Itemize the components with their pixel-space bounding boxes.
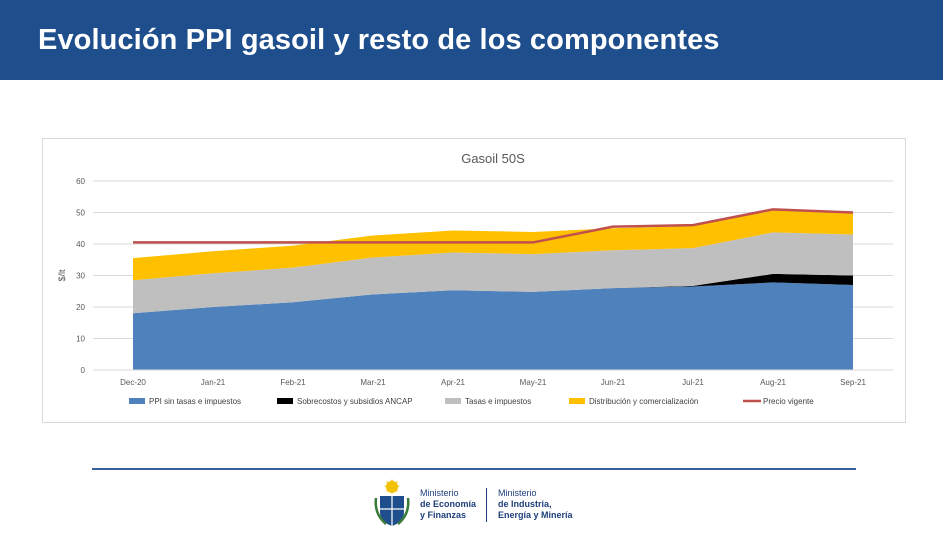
footer-separator bbox=[486, 488, 487, 522]
area-series bbox=[133, 232, 853, 314]
y-tick-label: 40 bbox=[76, 240, 85, 249]
legend-label: PPI sin tasas e impuestos bbox=[149, 397, 241, 406]
y-tick-label: 60 bbox=[76, 177, 85, 186]
area-series bbox=[133, 209, 853, 281]
legend-swatch bbox=[569, 398, 585, 404]
ministry-industria-label: Ministerio de Industria, Energía y Miner… bbox=[498, 488, 573, 520]
legend-label: Precio vigente bbox=[763, 397, 814, 406]
legend-label: Tasas e impuestos bbox=[465, 397, 531, 406]
legend-swatch bbox=[129, 398, 145, 404]
line-series bbox=[133, 208, 854, 244]
y-tick-label: 0 bbox=[81, 366, 86, 375]
area-series bbox=[133, 282, 853, 370]
legend-label: Sobrecostos y subsidios ANCAP bbox=[297, 397, 413, 406]
y-axis-label: $/lt bbox=[57, 269, 67, 282]
x-tick-label: May-21 bbox=[520, 378, 547, 387]
y-tick-label: 10 bbox=[76, 335, 85, 344]
ministry-economia-label: Ministerio de Economía y Finanzas bbox=[420, 488, 477, 520]
x-tick-label: Jan-21 bbox=[201, 378, 226, 387]
area-series bbox=[133, 273, 853, 314]
legend-label: Distribución y comercialización bbox=[589, 397, 698, 406]
x-tick-label: Aug-21 bbox=[760, 378, 786, 387]
legend-swatch bbox=[445, 398, 461, 404]
x-tick-label: Sep-21 bbox=[840, 378, 866, 387]
gasoil-chart: Gasoil 50S 0 10 20 30 40 50 60 $/lt Dec-20 Jan-21 F… bbox=[57, 151, 893, 406]
page-title: Evolución PPI gasoil y resto de los comp… bbox=[38, 24, 720, 56]
x-tick-label: Jul-21 bbox=[682, 378, 704, 387]
x-tick-label: Feb-21 bbox=[280, 378, 306, 387]
y-tick-label: 50 bbox=[76, 209, 85, 218]
x-tick-label: Apr-21 bbox=[441, 378, 466, 387]
legend-swatch bbox=[277, 398, 293, 404]
header-bar: Evolución PPI gasoil y resto de los comp… bbox=[0, 0, 943, 80]
footer-divider bbox=[92, 468, 856, 470]
footer-logos: Ministerio de Economía y Finanzas Minist… bbox=[370, 476, 610, 530]
x-tick-label: Dec-20 bbox=[120, 378, 146, 387]
y-tick-label: 30 bbox=[76, 272, 85, 281]
chart-container: Gasoil 50S 0 10 20 30 40 50 60 $/lt Dec-20 Jan-21 F… bbox=[42, 138, 906, 423]
chart-title: Gasoil 50S bbox=[461, 151, 525, 166]
y-tick-label: 20 bbox=[76, 303, 85, 312]
x-tick-label: Mar-21 bbox=[360, 378, 386, 387]
x-tick-label: Jun-21 bbox=[601, 378, 626, 387]
coat-of-arms-icon bbox=[374, 479, 410, 526]
